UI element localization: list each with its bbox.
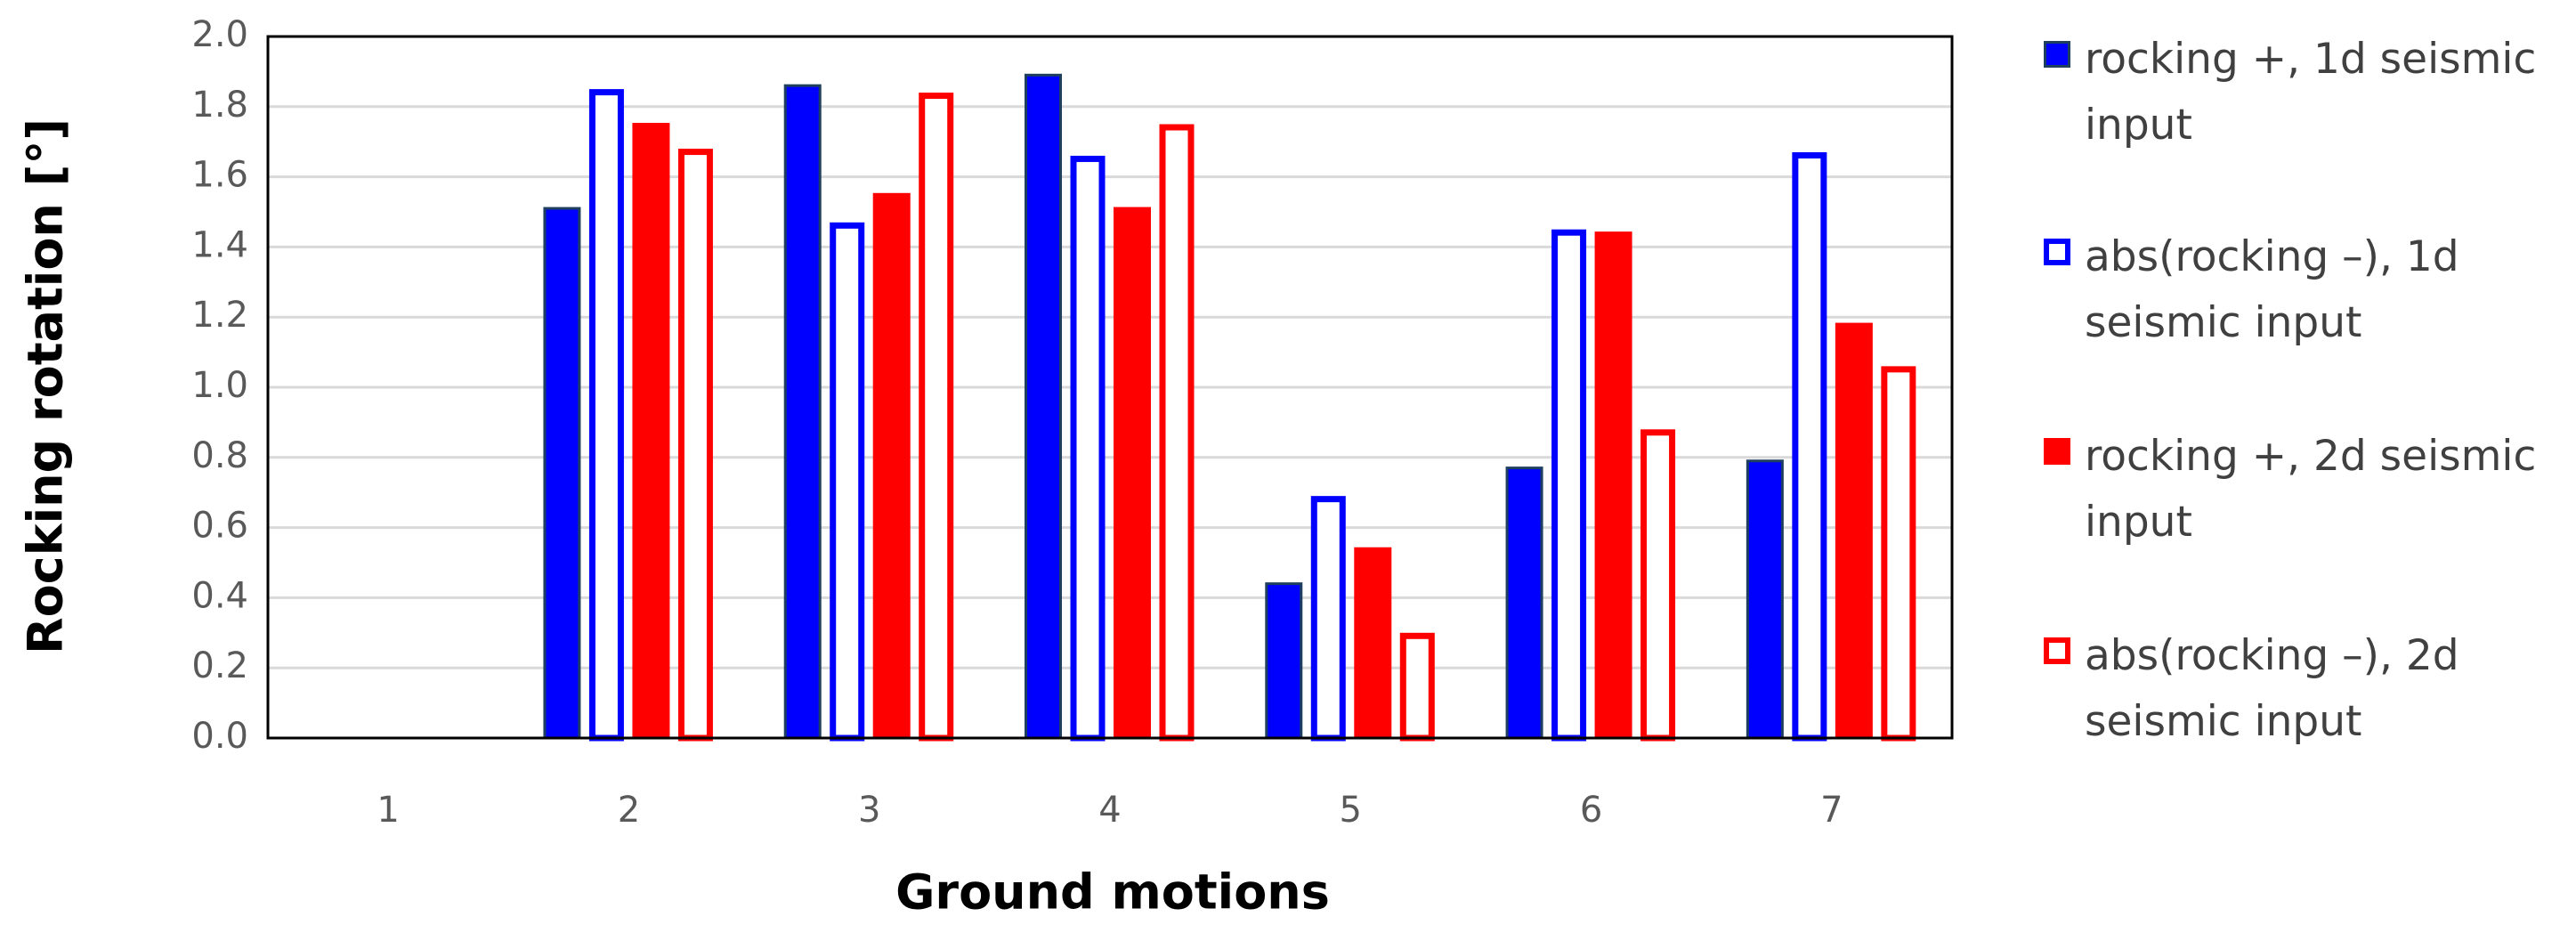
bar: [1399, 632, 1435, 742]
bar: [677, 149, 713, 742]
legend-entry: abs(rocking –), 2d seismic input: [2044, 623, 2569, 755]
bar: [1159, 124, 1195, 742]
bar: [1070, 155, 1106, 742]
legend-entry: rocking +, 1d seismic input: [2044, 27, 2569, 158]
bar: [1265, 582, 1303, 740]
bar: [1594, 231, 1632, 740]
bar: [1114, 207, 1151, 740]
y-tick-label: 0.0: [191, 716, 248, 757]
x-tick-label: 2: [618, 790, 640, 831]
y-tick-label: 0.2: [191, 645, 248, 686]
x-axis-title: Ground motions: [895, 864, 1330, 921]
x-tick-label: 1: [377, 790, 399, 831]
x-tick-label: 3: [858, 790, 880, 831]
y-axis-title: Rocking rotation [°]: [18, 118, 74, 654]
legend-label: abs(rocking –), 1d seismic input: [2085, 232, 2459, 347]
bar: [588, 89, 624, 742]
bar: [1505, 466, 1543, 740]
legend-swatch: [2044, 438, 2070, 465]
legend-label: abs(rocking –), 2d seismic input: [2085, 631, 2459, 746]
bar: [1881, 366, 1916, 742]
legend-entry: rocking +, 2d seismic input: [2044, 424, 2569, 556]
y-tick-label: 2.0: [191, 14, 248, 55]
bar: [872, 192, 911, 740]
legend-label: rocking +, 1d seismic input: [2085, 35, 2537, 150]
legend-label: rocking +, 2d seismic input: [2085, 432, 2537, 547]
bar: [1025, 73, 1062, 740]
bar: [1551, 229, 1587, 742]
bar: [543, 207, 581, 740]
bar: [1640, 429, 1676, 742]
bar: [830, 222, 865, 742]
bar: [632, 123, 670, 740]
y-tick-label: 0.8: [191, 435, 248, 476]
bar: [1792, 152, 1827, 742]
x-tick-label: 4: [1098, 790, 1121, 831]
bar: [1746, 459, 1784, 740]
bar: [1835, 322, 1873, 740]
y-tick-label: 0.6: [191, 506, 248, 547]
x-tick-label: 7: [1820, 790, 1843, 831]
y-tick-label: 1.0: [191, 365, 248, 406]
legend-entry: abs(rocking –), 1d seismic input: [2044, 224, 2569, 356]
legend-swatch: [2044, 41, 2070, 68]
y-tick-label: 0.4: [191, 575, 248, 616]
y-tick-label: 1.4: [191, 224, 248, 265]
bar: [1310, 496, 1346, 742]
y-tick-label: 1.2: [191, 295, 248, 336]
x-tick-label: 6: [1580, 790, 1602, 831]
bar: [1354, 547, 1392, 740]
bar: [783, 84, 822, 740]
y-tick-label: 1.6: [191, 155, 248, 196]
x-tick-label: 5: [1340, 790, 1362, 831]
legend-swatch: [2044, 239, 2070, 265]
bar: [919, 93, 954, 742]
legend-swatch: [2044, 637, 2070, 664]
y-tick-label: 1.8: [191, 85, 248, 126]
